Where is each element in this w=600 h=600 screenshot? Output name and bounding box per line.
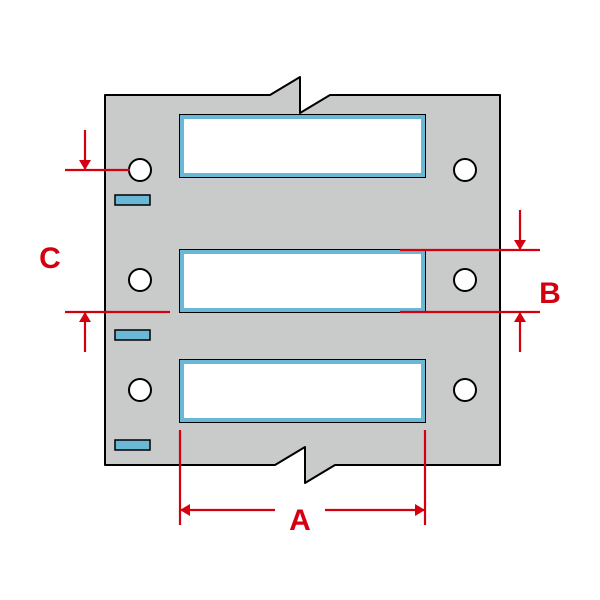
sprocket-hole-0-0 bbox=[129, 159, 151, 181]
label-window-2 bbox=[180, 360, 425, 422]
index-tab-2 bbox=[115, 440, 150, 450]
label-window-1 bbox=[180, 250, 425, 312]
sprocket-hole-1-1 bbox=[454, 269, 476, 291]
dim-b-label: B bbox=[539, 277, 561, 310]
index-tab-1 bbox=[115, 330, 150, 340]
dim-a-arrow-right bbox=[415, 504, 425, 516]
dim-c-label: C bbox=[39, 242, 61, 275]
dim-c-arrow-top bbox=[79, 160, 91, 170]
dim-c-arrow-bottom bbox=[79, 312, 91, 322]
sprocket-hole-2-1 bbox=[454, 379, 476, 401]
dim-a-arrow-left bbox=[180, 504, 190, 516]
dim-b-arrow-bottom bbox=[514, 312, 526, 322]
dim-a-label: A bbox=[289, 504, 311, 537]
index-tab-0 bbox=[115, 195, 150, 205]
sprocket-hole-2-0 bbox=[129, 379, 151, 401]
dim-b-arrow-top bbox=[514, 240, 526, 250]
sprocket-hole-0-1 bbox=[454, 159, 476, 181]
label-window-0 bbox=[180, 115, 425, 177]
sprocket-hole-1-0 bbox=[129, 269, 151, 291]
